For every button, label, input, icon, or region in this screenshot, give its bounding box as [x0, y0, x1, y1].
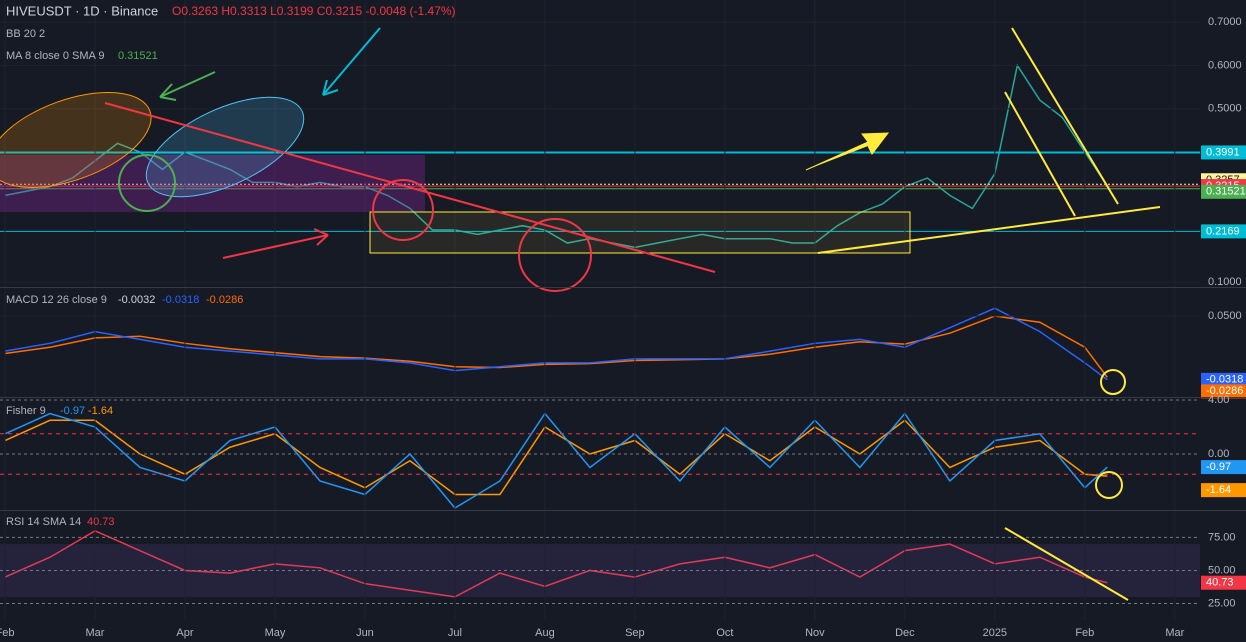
x-tick-label: Feb: [0, 627, 14, 639]
trigger-value: -1.64: [88, 405, 113, 417]
last-value: -1.64: [1206, 484, 1231, 496]
price-label: 0.3991: [1206, 146, 1240, 158]
last-value-box: [1201, 483, 1246, 498]
last-value: -0.0318: [1206, 374, 1243, 386]
symbol: HIVEUSDT · 1D · Binance: [6, 3, 158, 18]
last-value-box: [1201, 460, 1246, 475]
rsi-value: 40.73: [87, 516, 115, 528]
ellipse: [0, 91, 152, 189]
circle: [1095, 471, 1123, 499]
fisher-label: Fisher 9: [6, 405, 46, 417]
bb-label: BB 20 2: [6, 28, 45, 40]
zone: [0, 155, 425, 212]
rsi-label: RSI 14 SMA 14: [6, 516, 81, 528]
price-label: 0.2169: [1206, 225, 1240, 237]
x-tick-label: Nov: [805, 627, 825, 639]
circle: [118, 154, 176, 212]
x-tick-label: Mar: [86, 627, 105, 639]
last-value: -0.97: [1206, 461, 1231, 473]
macd-label: MACD 12 26 close 9: [6, 294, 107, 306]
trendline: [1004, 91, 1076, 217]
arrow: [322, 27, 381, 96]
x-tick-label: Mar: [1165, 627, 1184, 639]
macd-hist: -0.0032: [118, 294, 155, 306]
trendline: [817, 206, 1161, 254]
x-tick-label: Aug: [535, 627, 555, 639]
price-label-box: [1201, 224, 1246, 239]
overlay: Feb Mar Apr May Jun Jul Aug Sep Oct Nov Dec 2025 Feb…: [0, 16, 1246, 639]
ma-label: MA 8 close 0 SMA 9: [6, 50, 104, 62]
range-box: [369, 211, 911, 254]
y-tick-label: 75.00: [1208, 531, 1236, 543]
x-tick-label: Jul: [448, 627, 462, 639]
series-line: [4, 307, 1108, 381]
arrow: [805, 132, 890, 171]
trendline: [1004, 527, 1129, 601]
circle: [1100, 369, 1126, 395]
arrow: [222, 228, 329, 259]
x-tick-label: 2025: [983, 627, 1007, 639]
macd-value: -0.0318: [162, 294, 199, 306]
y-tick-label: 0.6000: [1208, 59, 1242, 71]
fisher-value: -0.97: [60, 405, 85, 417]
y-tick-label: 4.00: [1208, 394, 1229, 406]
arrow: [159, 71, 216, 101]
y-tick-label: 25.00: [1208, 597, 1236, 609]
x-tick-label: Sep: [625, 627, 645, 639]
x-tick-label: May: [265, 627, 286, 639]
price-label: 0.31521: [1206, 186, 1246, 198]
annotations: [0, 27, 1161, 601]
last-value: -0.0286: [1206, 385, 1243, 397]
trendline: [1011, 27, 1119, 205]
x-tick-label: Dec: [895, 627, 915, 639]
y-tick-label: 0.0500: [1208, 310, 1242, 322]
x-tick-label: Jun: [356, 627, 374, 639]
legend: HIVEUSDT · 1D · Binance O0.3263 H0.3313 …: [6, 3, 456, 527]
rsi-band: [0, 544, 1200, 597]
y-tick-label: 0.7000: [1208, 16, 1242, 28]
y-tick-label: 0.00: [1208, 448, 1229, 460]
last-value: 40.73: [1206, 577, 1234, 589]
last-value-box: [1201, 372, 1246, 387]
price-label-box: [1201, 184, 1246, 199]
series-line: [4, 315, 1108, 378]
price-label-box: [1201, 145, 1246, 160]
ma-value: 0.31521: [118, 50, 158, 62]
signal-value: -0.0286: [206, 294, 243, 306]
y-tick-label: 0.5000: [1208, 103, 1242, 115]
x-tick-label: Feb: [1075, 627, 1094, 639]
last-value-box: [1201, 575, 1246, 590]
last-value-box: [1201, 384, 1246, 399]
series-line: [4, 63, 1108, 249]
x-tick-label: Apr: [176, 627, 193, 639]
trendline: [104, 102, 716, 273]
circle: [372, 179, 434, 241]
ohlc: O0.3263 H0.3313 L0.3199 C0.3215 -0.0048 …: [172, 4, 456, 18]
ellipse: [145, 96, 305, 198]
y-tick-label: 50.00: [1208, 564, 1236, 576]
y-tick-label: 0.1000: [1208, 276, 1242, 288]
circle: [518, 218, 592, 292]
x-tick-label: Oct: [716, 627, 733, 639]
